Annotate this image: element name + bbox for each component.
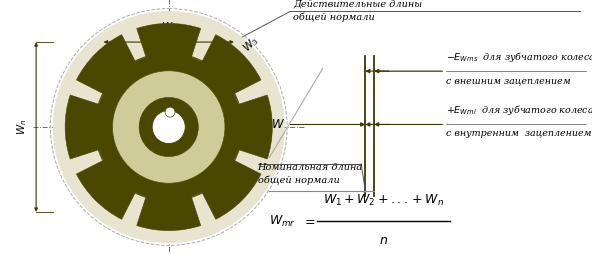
Wedge shape [231,95,272,159]
Text: $=$: $=$ [302,214,316,228]
Text: $-E_{Wms}$  для зубчатого колеса: $-E_{Wms}$ для зубчатого колеса [446,50,592,64]
Text: $W_{mr}$: $W_{mr}$ [269,213,296,229]
Wedge shape [76,35,139,98]
Text: с внешним зацеплением: с внешним зацеплением [446,76,571,85]
Wedge shape [137,23,201,65]
Text: $n$: $n$ [379,234,388,247]
Wedge shape [198,156,261,219]
Text: $+E_{Wmi}$  для зубчатого колеса: $+E_{Wmi}$ для зубчатого колеса [446,103,592,117]
Wedge shape [198,35,261,98]
Wedge shape [137,189,201,231]
Text: $W_2$: $W_2$ [160,20,177,34]
Wedge shape [65,95,107,159]
Text: Номинальная длина: Номинальная длина [258,163,363,171]
Circle shape [53,11,285,243]
Text: Действительные длины: Действительные длины [293,0,422,8]
Wedge shape [95,54,242,200]
Text: $W_n$: $W_n$ [15,119,29,135]
Text: $W$: $W$ [271,118,285,131]
Wedge shape [76,156,139,219]
Text: общей нормали: общей нормали [258,176,339,185]
Circle shape [155,114,182,140]
Circle shape [152,110,185,144]
Circle shape [112,71,225,183]
Text: $W_1$: $W_1$ [215,58,236,79]
Text: $W_3$: $W_3$ [241,34,262,55]
Text: $W_1 + W_2 + ... + W_n$: $W_1 + W_2 + ... + W_n$ [323,193,444,208]
Circle shape [165,107,175,117]
Circle shape [95,53,243,201]
Text: с внутренним  зацеплением: с внутренним зацеплением [446,130,592,138]
Wedge shape [139,97,198,157]
Text: общей нормали: общей нормали [293,13,375,22]
